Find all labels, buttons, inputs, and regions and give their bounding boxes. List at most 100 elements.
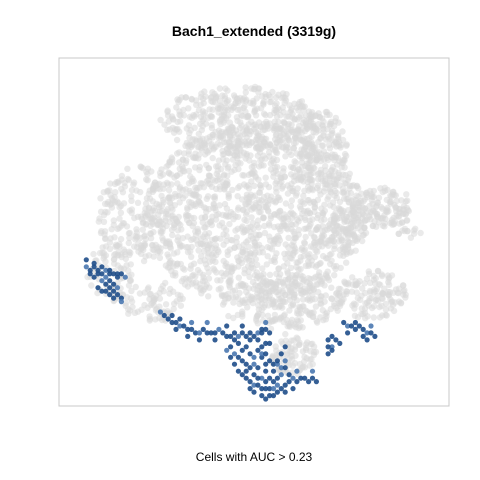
background-cell-point <box>312 226 319 234</box>
background-cell-point <box>197 180 204 187</box>
background-cell-point <box>390 221 398 228</box>
background-cell-point <box>374 297 382 304</box>
background-cell-point <box>185 167 193 175</box>
active-cell-point <box>212 337 218 343</box>
background-cell-point <box>240 149 248 156</box>
background-cell-point <box>250 85 257 93</box>
background-cell-point <box>225 190 232 198</box>
background-cell-point <box>147 301 155 308</box>
background-cell-point <box>289 272 296 279</box>
background-cell-point <box>210 131 217 138</box>
active-cell-point <box>255 382 261 388</box>
background-cell-point <box>110 255 118 263</box>
background-cell-point <box>169 215 176 223</box>
active-cell-point <box>239 358 245 364</box>
background-cell-point <box>264 253 271 260</box>
background-cell-point <box>295 341 303 348</box>
background-cell-point <box>229 186 236 194</box>
active-cell-point <box>360 333 366 339</box>
background-cell-point <box>253 134 261 142</box>
background-cell-point <box>223 145 231 153</box>
background-cell-point <box>133 226 140 233</box>
background-cell-point <box>295 226 302 234</box>
background-cell-point <box>364 299 371 306</box>
background-cell-point <box>107 180 114 187</box>
background-cell-point <box>286 307 293 314</box>
active-cell-point <box>251 354 257 360</box>
background-cell-point <box>216 222 223 229</box>
background-cell-point <box>305 183 312 191</box>
background-cell-point <box>306 134 313 142</box>
active-cell-point <box>169 312 175 319</box>
background-cell-point <box>242 84 249 91</box>
background-cell-point <box>156 303 163 310</box>
background-cell-point <box>326 111 333 119</box>
background-cell-point <box>282 200 290 207</box>
background-cell-point <box>131 309 139 316</box>
background-cell-point <box>260 285 267 292</box>
active-cell-point <box>177 323 183 329</box>
background-cell-point <box>262 155 269 162</box>
background-cell-point <box>253 294 260 301</box>
background-cell-point <box>149 188 156 196</box>
background-cell-point <box>300 192 307 200</box>
background-cell-point <box>138 306 145 313</box>
background-cell-point <box>194 266 202 274</box>
background-cell-point <box>385 281 393 288</box>
background-cell-point <box>202 205 210 212</box>
background-cell-point <box>353 192 360 199</box>
background-cell-point <box>146 317 153 324</box>
background-cell-point <box>324 274 331 282</box>
background-cell-point <box>290 322 298 329</box>
background-cell-point <box>222 270 230 277</box>
background-cell-point <box>222 85 229 92</box>
active-cell-point <box>290 386 296 392</box>
background-cell-point <box>303 152 311 160</box>
background-cell-point <box>335 119 342 126</box>
background-cell-point <box>241 266 248 273</box>
background-cell-point <box>112 189 119 196</box>
active-cell-point <box>368 330 374 336</box>
background-cell-point <box>270 256 278 264</box>
active-cell-point <box>259 375 265 381</box>
background-cell-point <box>171 221 178 228</box>
background-cell-point <box>149 198 156 205</box>
background-cell-point <box>106 239 114 246</box>
active-cell-point <box>341 319 347 326</box>
active-cell-point <box>356 323 362 329</box>
background-cell-point <box>298 246 305 253</box>
background-cell-point <box>295 165 302 173</box>
active-cell-point <box>220 330 226 336</box>
background-cell-point <box>290 164 297 172</box>
background-cell-point <box>296 122 303 130</box>
background-cell-point <box>285 234 292 242</box>
background-cell-point <box>297 265 304 273</box>
active-cell-point <box>247 386 253 392</box>
background-cell-point <box>358 310 365 318</box>
background-cell-point <box>300 146 308 153</box>
active-cell-point <box>212 330 218 336</box>
active-cell-point <box>278 365 284 371</box>
background-cell-point <box>104 209 111 216</box>
background-cell-point <box>280 118 287 126</box>
active-cell-point <box>208 330 214 336</box>
background-cell-point <box>261 222 268 230</box>
background-cell-point <box>358 190 365 197</box>
background-cell-point <box>292 352 299 359</box>
background-cell-point <box>306 254 313 261</box>
background-cell-point <box>118 251 125 258</box>
background-cell-point <box>323 313 330 320</box>
background-cell-point <box>188 253 195 260</box>
background-cell-point <box>366 287 374 295</box>
active-cell-point <box>270 393 277 399</box>
active-cell-point <box>231 337 238 343</box>
background-cell-point <box>223 205 231 212</box>
background-cell-point <box>156 254 164 262</box>
background-cell-point <box>141 209 148 216</box>
background-cell-point <box>118 172 126 180</box>
background-cell-point <box>293 190 300 197</box>
background-cell-point <box>177 242 184 249</box>
background-cell-point <box>354 280 361 287</box>
active-cell-point <box>204 330 210 336</box>
background-cell-point <box>397 299 405 306</box>
